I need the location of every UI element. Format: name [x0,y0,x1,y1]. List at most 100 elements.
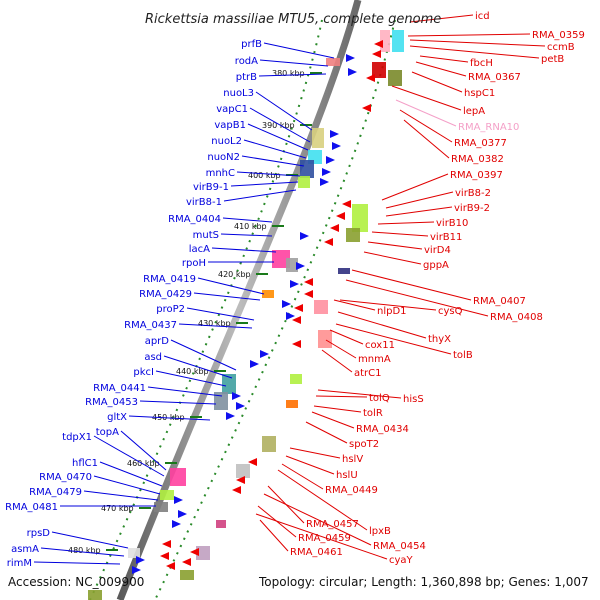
gene-feature-block [290,374,302,384]
gene-feature-block [380,30,390,52]
gene-feature-block [128,548,140,558]
leader-line [99,461,163,487]
gene-feature-block [180,570,194,580]
leader-line [259,519,289,552]
gene-feature-block [272,250,290,268]
gene-label-left: ptrB [236,72,257,83]
gene-label-right: RMA_0454 [373,541,426,552]
left-gene-labels: prfB rodA ptrB nuoL3 vapC1 vapB1 nuoL2 nuoN2 mnh… [5,39,262,569]
gene-feature-block [298,176,310,188]
leader-line [147,386,223,397]
leader-line [51,531,129,549]
leader-line [351,269,472,301]
leader-line [419,55,469,63]
gene-direction-arrow [162,540,171,548]
gene-direction-arrow [366,74,375,82]
gene-label-left: RMA_0441 [93,383,146,394]
gene-label-left: proP2 [156,304,185,315]
gene-feature-block [88,590,102,600]
leader-line [223,189,297,202]
feature-layer [88,30,404,600]
leader-line [367,241,423,250]
gene-label-right: mnmA [358,354,391,365]
gene-label-right: tolR [363,408,383,419]
gene-feature-block [352,204,368,232]
leader-line [407,33,531,37]
leader-line [289,447,341,459]
gene-feature-block [326,58,340,66]
leader-line [263,42,335,59]
gene-label-right: nlpD1 [377,306,407,317]
leader-line [230,181,299,187]
gene-label-left: asd [144,352,162,363]
leader-line [321,349,353,373]
gene-label-left: asmA [11,544,39,555]
outer-dotted-track [154,19,396,600]
gene-label-right: icd [475,11,490,22]
gene-label-left: rpsD [27,528,51,539]
leader-line [220,233,273,237]
gene-feature-block [286,400,298,408]
gene-label-right: RMA_0397 [450,170,503,181]
gene-label-right: tolB [453,350,473,361]
gene-label-right: hslU [336,470,358,481]
accession-text: Accession: NC_009900 [8,575,144,589]
leader-line [128,415,211,421]
gene-label-right: cysQ [438,306,463,317]
kbp-tick-label: 430 kbp [198,319,231,328]
leader-line [381,173,449,201]
gene-direction-arrow [322,168,331,176]
leader-line [385,206,453,217]
gene-label-left: prfB [241,39,262,50]
leader-line [249,107,311,143]
gene-direction-arrow [136,556,145,564]
gene-label-left: RMA_0481 [5,502,58,513]
leader-line [120,430,167,471]
gene-direction-arrow [232,392,241,400]
leader-line [335,323,452,355]
gene-direction-arrow [182,558,191,566]
gene-label-right: RMA_0459 [298,533,351,544]
gene-direction-arrow [304,290,313,298]
gene-feature-block [236,464,250,478]
gene-direction-arrow [324,238,333,246]
gene-label-left: nuoL2 [211,136,242,147]
gene-label-right: hisS [403,394,424,405]
leader-line [197,277,265,295]
leader-line [259,59,329,67]
gene-direction-arrow [174,496,183,504]
gene-feature-block [314,300,328,314]
leader-line [211,247,277,253]
gene-label-right: RMA_0434 [356,424,409,435]
gene-label-right: virB10 [436,218,468,229]
gene-label-left: nuoL3 [223,88,254,99]
gene-feature-block [372,62,386,78]
gene-label-right: virB8-2 [455,188,491,199]
kbp-tick-label: 440 kbp [176,367,209,376]
kbp-tick-label: 400 kbp [248,171,281,180]
leader-line [399,109,453,143]
gene-label-right: gppA [423,260,449,271]
leader-line [311,411,355,429]
leader-line [285,455,335,475]
leader-line [236,171,301,177]
gene-feature-block [160,490,174,500]
gene-direction-arrow [178,510,187,518]
leader-line [281,463,324,490]
leader-line [385,191,454,209]
gene-label-right: RMA_0457 [306,519,359,530]
gene-feature-block [262,436,276,452]
gene-label-right: RMA_0408 [490,312,543,323]
gene-direction-arrow [236,476,245,484]
gene-direction-arrow [286,312,295,320]
gene-direction-arrow [172,520,181,528]
leader-line [93,435,165,477]
gene-label-left: RMA_0404 [168,214,221,225]
gene-label-right: cox11 [365,340,395,351]
left-leader-lines [33,42,335,565]
gene-feature-block [154,502,168,512]
gene-label-right: virD4 [424,245,451,256]
gene-label-left: aprD [145,336,170,347]
leader-line [409,45,540,59]
